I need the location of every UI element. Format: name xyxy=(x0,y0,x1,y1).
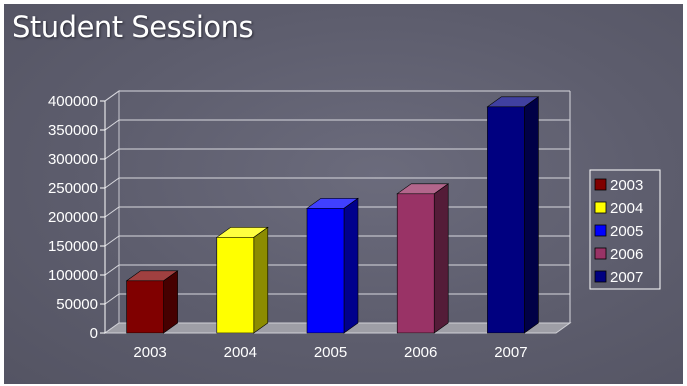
bar-side-2007 xyxy=(524,96,539,334)
legend-label: 2004 xyxy=(610,200,643,217)
y-tick-label: 0 xyxy=(90,325,98,342)
y-tick-label: 100000 xyxy=(48,267,98,284)
bar-2006[interactable] xyxy=(396,193,435,334)
legend-label: 2007 xyxy=(610,269,643,286)
legend-label: 2005 xyxy=(610,223,643,240)
legend-swatch xyxy=(594,247,607,260)
x-tick-label: 2003 xyxy=(133,344,166,361)
legend-swatch xyxy=(594,178,607,191)
y-tick-label: 50000 xyxy=(56,296,98,313)
bar-side-2004 xyxy=(253,226,269,334)
y-tick-label: 300000 xyxy=(48,151,98,168)
bar-2007[interactable] xyxy=(487,106,525,334)
bar-side-2006 xyxy=(433,183,449,334)
gridline xyxy=(104,148,570,160)
legend-swatch xyxy=(594,224,607,237)
y-tick-label: 250000 xyxy=(48,180,98,197)
x-tick-label: 2006 xyxy=(404,344,437,361)
bar-side-2005 xyxy=(343,197,359,334)
legend-label: 2003 xyxy=(610,177,643,194)
bar-side-2003 xyxy=(163,270,178,334)
gridline xyxy=(104,177,570,189)
x-tick-label: 2005 xyxy=(314,344,347,361)
slide-background: Student Sessions 0 50000 100000 150000 20000… xyxy=(4,4,683,384)
bar-2003[interactable] xyxy=(126,280,164,334)
slide-title: Student Sessions xyxy=(12,10,254,44)
legend-swatch xyxy=(594,270,607,283)
gridline xyxy=(104,119,570,131)
y-tick-label: 400000 xyxy=(48,93,98,110)
x-tick-label: 2004 xyxy=(224,344,257,361)
bar-2005[interactable] xyxy=(306,208,345,334)
bar-2004[interactable] xyxy=(216,237,255,334)
y-tick-label: 350000 xyxy=(48,122,98,139)
y-tick-label: 150000 xyxy=(48,238,98,255)
gridline xyxy=(104,90,570,102)
legend-label: 2006 xyxy=(610,246,643,263)
x-tick-label: 2007 xyxy=(494,344,527,361)
y-tick-label: 200000 xyxy=(48,209,98,226)
legend-box xyxy=(589,169,661,290)
bar-chart: 0 50000 100000 150000 200000 250000 300000 3500… xyxy=(48,90,661,361)
legend-swatch xyxy=(594,201,607,214)
